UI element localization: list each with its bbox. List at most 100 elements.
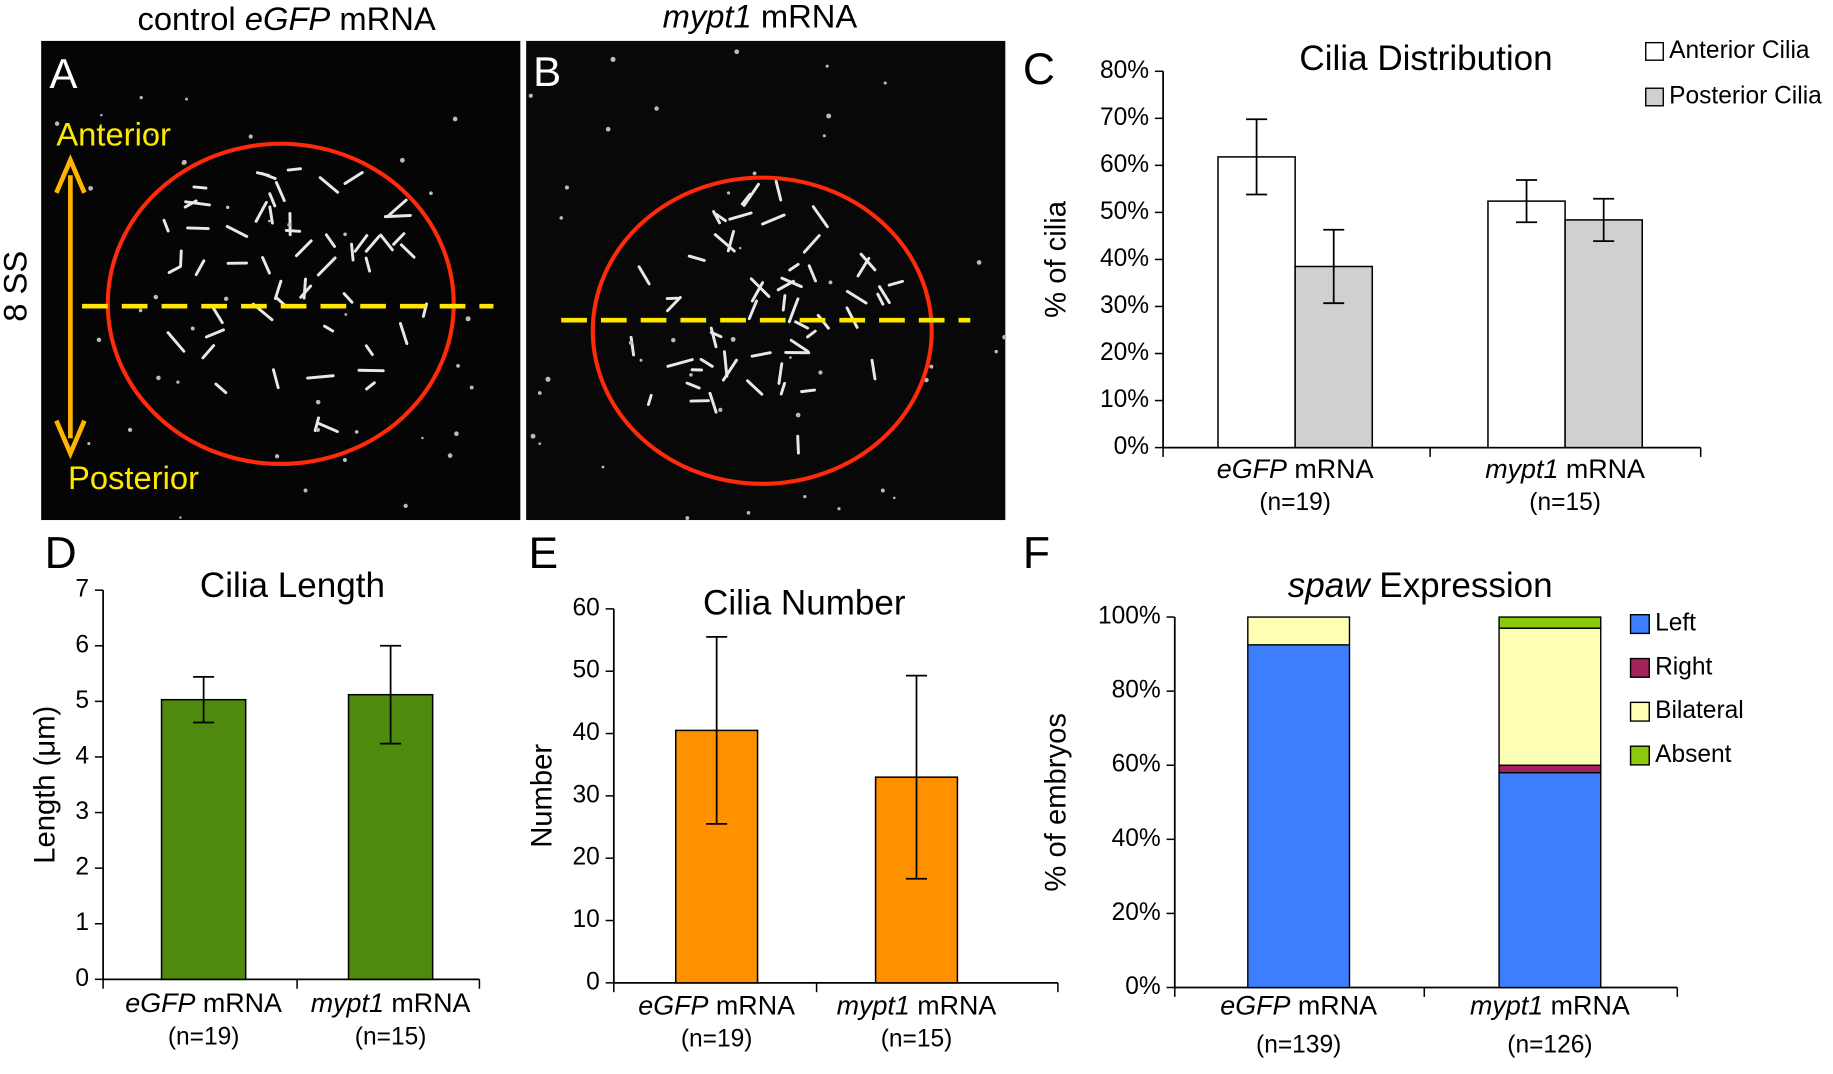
cilium: [306, 374, 335, 380]
cilium: [268, 192, 277, 208]
legend-label: Anterior Cilia: [1669, 37, 1810, 64]
cilium: [637, 265, 651, 286]
y-tick-label: 30: [572, 781, 599, 808]
cilium: [845, 289, 868, 305]
y-tick-label: 2: [75, 854, 89, 881]
cilium: [343, 171, 364, 185]
cilium: [342, 292, 354, 304]
sample-size: (n=19): [168, 1023, 240, 1050]
y-axis-label: % of embryos: [1041, 713, 1073, 892]
cilium: [789, 338, 810, 353]
speck: [730, 336, 736, 342]
speck: [156, 375, 161, 381]
error-bar: [1246, 118, 1268, 196]
cilium: [774, 179, 783, 202]
speck: [601, 465, 605, 469]
speck: [176, 380, 180, 384]
cilium: [364, 344, 374, 357]
error-bar: [1323, 228, 1345, 305]
speck: [225, 205, 230, 210]
legend-swatch: [1629, 614, 1650, 635]
cilium: [316, 256, 337, 277]
cilium: [318, 176, 340, 194]
sample-size: (n=139): [1256, 1031, 1341, 1058]
y-tick-label: 0%: [1125, 973, 1160, 1000]
cilium: [779, 381, 787, 396]
bar-segment: [1498, 764, 1602, 774]
cilium: [166, 331, 186, 353]
speck: [789, 356, 792, 359]
sample-size: (n=15): [1529, 489, 1601, 516]
y-tick-label: 20: [572, 844, 599, 871]
legend-swatch: [1645, 87, 1664, 107]
cilium: [708, 391, 718, 414]
speck: [893, 496, 896, 500]
y-tick-label: 80%: [1112, 677, 1161, 704]
speck: [287, 222, 292, 227]
panel-label: D: [45, 529, 77, 578]
speck: [752, 171, 757, 176]
speck: [96, 337, 102, 343]
speck: [344, 313, 348, 316]
x-tick-label: mypt1 mRNA: [1470, 990, 1630, 1020]
chart-title: Cilia Number: [703, 584, 906, 623]
speck: [181, 160, 186, 165]
x-tick-label: eGFP mRNA: [1220, 990, 1377, 1020]
legend-label: Absent: [1655, 741, 1732, 768]
x-tick-label: mypt1 mRNA: [1485, 454, 1645, 484]
cilium: [268, 205, 274, 225]
cilium: [740, 192, 752, 206]
cilium: [179, 249, 183, 268]
cilium: [379, 233, 394, 252]
speck: [248, 134, 253, 139]
cilium: [364, 256, 372, 273]
speck: [628, 340, 633, 345]
speck: [803, 495, 807, 499]
y-tick-label: 30%: [1100, 292, 1149, 319]
speck: [267, 219, 271, 223]
cilium: [687, 254, 706, 262]
y-tick-label: 60%: [1112, 751, 1161, 778]
y-tick-label: 6: [75, 631, 89, 658]
speck: [929, 364, 934, 369]
y-tick-label: 0: [586, 968, 600, 995]
speck: [883, 81, 887, 85]
speck: [454, 431, 459, 437]
speck: [223, 296, 229, 302]
speck: [994, 349, 998, 354]
bar-segment: [1498, 616, 1602, 629]
cilium: [386, 198, 408, 218]
x-tick-label: mypt1 mRNA: [837, 990, 997, 1020]
error-bar: [193, 676, 215, 724]
sample-size: (n=126): [1507, 1031, 1592, 1058]
error-bar: [1593, 197, 1615, 242]
cilium: [807, 264, 817, 283]
cilium: [712, 210, 722, 225]
cilium: [722, 350, 729, 378]
speck: [100, 113, 103, 117]
cilium: [167, 265, 182, 275]
speck: [447, 453, 453, 458]
chart-title: spaw Expression: [1288, 566, 1553, 605]
chart-title: Cilia Distribution: [1299, 39, 1552, 78]
cilium: [255, 171, 271, 177]
cilium: [286, 167, 302, 172]
arrow-heads: [54, 154, 87, 460]
speck: [924, 377, 929, 383]
speck: [127, 427, 133, 433]
cilium: [211, 305, 224, 325]
speck: [303, 488, 308, 493]
legend-swatch: [1629, 657, 1650, 678]
legend-label: Posterior Cilia: [1669, 82, 1822, 109]
speck: [421, 436, 424, 440]
cilium: [183, 199, 198, 209]
speck: [564, 185, 569, 190]
panel-label: F: [1023, 529, 1050, 578]
legend-swatch: [1629, 745, 1650, 766]
speck: [738, 246, 742, 250]
annotation: Anterior: [56, 115, 171, 152]
cilium: [186, 226, 210, 231]
y-tick-label: 70%: [1100, 104, 1149, 131]
bar: [160, 698, 247, 981]
speck: [538, 442, 542, 446]
